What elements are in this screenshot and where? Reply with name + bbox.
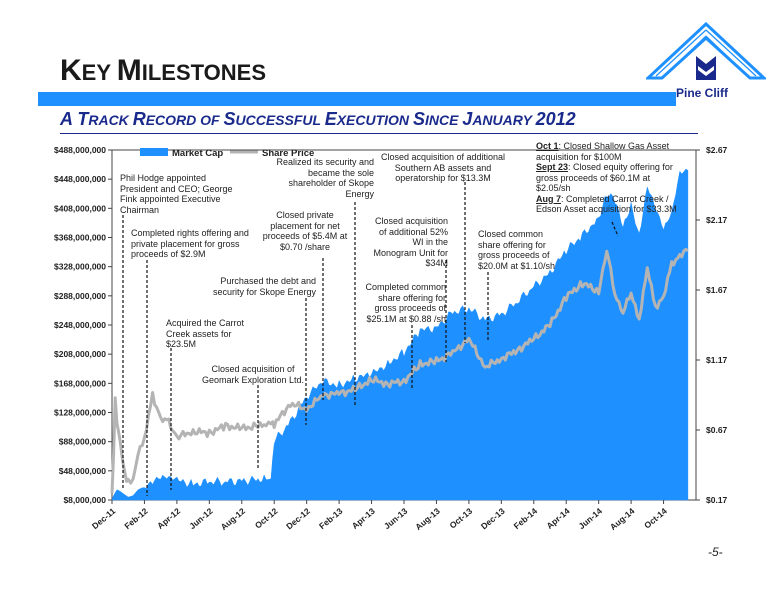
left-axis-tick-label: $368,000,000: [54, 233, 106, 243]
annotation-geomark: Closed acquisition of Geomark Exploratio…: [201, 364, 305, 385]
x-axis-tick-label: Aug-12: [219, 506, 248, 532]
annotation-carrot-creek: Acquired the Carrot Creek assets for $23…: [166, 318, 245, 349]
logo-name: Pine Cliff: [676, 86, 729, 100]
share-price-line: [110, 247, 689, 494]
right-axis-tick-label: $1.17: [706, 355, 728, 365]
page-number: -5-: [708, 545, 723, 559]
pine-cliff-logo: [646, 22, 766, 80]
subtitle-rule: [60, 133, 698, 134]
x-axis-tick-label: Apr-12: [155, 506, 182, 531]
right-axis-tick-label: $2.17: [706, 215, 728, 225]
annotation-leader-line: [611, 221, 619, 237]
x-axis-tick-label: Feb-13: [317, 506, 345, 531]
annotation-share-offering-2013: Completed common share offering for gros…: [365, 282, 446, 324]
market-cap-area: [111, 168, 689, 501]
left-axis-tick-label: $488,000,000: [54, 145, 106, 155]
legend-label-share-price: Share Price: [262, 148, 314, 159]
left-axis-tick-label: $128,000,000: [54, 408, 106, 418]
left-axis-tick-label: $248,000,000: [54, 320, 106, 330]
title-band: [38, 92, 676, 106]
x-axis-tick-label: Jun-12: [187, 506, 215, 531]
x-axis-tick-label: Jun-14: [577, 506, 605, 531]
annotation-private-placement: Closed private placement for net proceed…: [262, 210, 348, 252]
annotation-share-offering-20m: Closed common share offering for gross p…: [478, 229, 556, 271]
legend-label-market-cap: Market Cap: [172, 148, 223, 159]
x-axis-tick-label: Jun-13: [382, 506, 410, 531]
x-axis-tick-label: Apr-14: [544, 506, 571, 531]
milestones-chart: $488,000,000 $448,000,000 $408,000,000 $368…: [54, 145, 728, 532]
x-axis-tick-label: Aug-14: [608, 506, 637, 532]
right-axis-tick-label: $2.67: [706, 145, 728, 155]
x-axis-tick-label: Dec-13: [479, 506, 507, 532]
annotation-southern-ab: Closed acquisition of additional Souther…: [380, 152, 506, 183]
page-subtitle: A TRACK RECORD OF SUCCESSFUL EXECUTION S…: [60, 109, 576, 129]
left-axis-tick-label: $48,000,000: [59, 466, 107, 476]
x-axis-tick-label: Oct-14: [642, 506, 669, 531]
x-axis-tick-label: Apr-13: [350, 506, 377, 531]
annotation-2014-deals: Oct 1: Closed Shallow Gas Asset acquisit…: [536, 141, 677, 214]
left-axis-tick-label: $288,000,000: [54, 291, 106, 301]
left-axis-tick-label: $168,000,000: [54, 378, 106, 388]
x-axis-tick-label: Dec-11: [90, 506, 118, 531]
left-axis-tick-label: $448,000,000: [54, 174, 106, 184]
x-axis-tick-label: Feb-14: [512, 506, 540, 531]
annotation-ceo: Phil Hodge appointed President and CEO; …: [120, 173, 233, 215]
annotation-skope-shareholder: Realized its security and became the sol…: [276, 157, 374, 199]
annotation-rights-offering: Completed rights offering and private pl…: [131, 228, 249, 259]
left-axis-tick-label: $8,000,000: [63, 495, 106, 505]
x-axis-tick-label: Feb-12: [122, 506, 150, 531]
right-axis-tick-label: $0.67: [706, 425, 728, 435]
x-axis-tick-label: Oct-12: [253, 506, 280, 531]
left-axis-tick-label: $408,000,000: [54, 203, 106, 213]
left-axis-tick-label: $328,000,000: [54, 262, 106, 272]
right-axis-tick-label: $0.17: [706, 495, 728, 505]
x-axis-tick-label: Aug-13: [413, 506, 442, 532]
x-axis-tick-label: Dec-12: [284, 506, 312, 532]
annotation-monogram: Closed acquisition of additional 52% WI …: [373, 216, 448, 268]
left-axis-tick-label: $208,000,000: [54, 349, 106, 359]
left-axis-tick-label: $88,000,000: [59, 437, 107, 447]
legend-swatch-market-cap: [140, 148, 168, 156]
annotation-skope-debt: Purchased the debt and security for Skop…: [212, 276, 316, 297]
page-title: KEY MILESTONES: [60, 54, 267, 87]
x-axis-tick-label: Oct-13: [447, 506, 474, 531]
right-axis-tick-label: $1.67: [706, 285, 728, 295]
